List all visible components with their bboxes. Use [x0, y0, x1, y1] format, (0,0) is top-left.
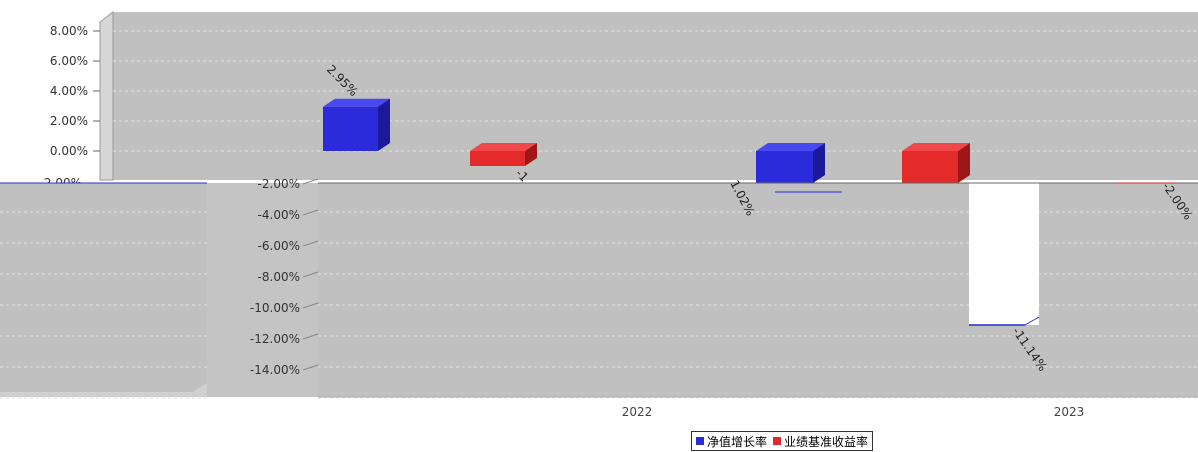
bar-series2-cat2 — [902, 151, 958, 183]
legend-swatch-series1 — [696, 437, 704, 445]
bar-series1-cat2 — [756, 151, 813, 183]
legend-swatch-series2 — [773, 437, 782, 445]
y-tick-label: 8.00% — [50, 24, 88, 38]
legend-label-series2: 业绩基准收益率 — [784, 434, 869, 449]
category-labels: 2022 2023 — [622, 405, 1085, 419]
panel-axis-strip — [207, 183, 318, 397]
y-tick-label: -14.00% — [250, 363, 300, 377]
y-tick-label: 4.00% — [50, 84, 88, 98]
y-tick-label: -2.00% — [258, 177, 300, 191]
tick-mark — [302, 240, 319, 247]
plot-wall — [113, 12, 1198, 180]
panel-lower-main — [318, 183, 1198, 397]
plot-wall-left — [99, 10, 114, 181]
x-tick-label: 2022 — [622, 405, 653, 419]
bar-series2-cat1-top — [470, 143, 537, 151]
legend-item-series1: 净值增长率 — [696, 433, 767, 450]
bar-series2-cat2-top — [902, 143, 970, 151]
y-tick-label: 2.00% — [50, 114, 88, 128]
y-tick-label: 0.00% — [50, 144, 88, 158]
x-tick-label: 2023 — [1054, 405, 1085, 419]
panel-lower-left — [0, 183, 207, 397]
bar-series1-cat1-top — [323, 98, 390, 107]
bar-series1-cat1-side — [378, 98, 390, 151]
floor-left — [0, 383, 207, 397]
bar-series1-cat1 — [323, 106, 378, 151]
y-tick-label: -4.00% — [258, 208, 300, 222]
tick-mark — [302, 271, 319, 278]
y-axis-ticks-mid: -2.00% -4.00% -6.00% -8.00% -10.00% -12.00% -1… — [250, 177, 300, 377]
tick-mark — [302, 302, 319, 309]
tick-mark — [302, 178, 319, 185]
grid-mid — [0, 178, 1198, 399]
tick-mark — [302, 333, 319, 340]
y-tick-label: -8.00% — [258, 270, 300, 284]
bar-series1-cat2-side — [813, 143, 825, 183]
tick-mark — [302, 209, 319, 216]
grid-top — [93, 30, 1198, 152]
bar-series2-cat1 — [470, 151, 525, 166]
bar-series2-cat1-side — [525, 143, 537, 166]
tick-mark — [302, 364, 319, 371]
legend-item-series2: 业绩基准收益率 — [773, 433, 868, 450]
bar-series1-cat2-top — [756, 143, 825, 151]
line-series1-cat3-edge — [1024, 316, 1040, 326]
y-tick-label: 6.00% — [50, 54, 88, 68]
y-tick-label: -6.00% — [258, 239, 300, 253]
y-axis-ticks-top: 8.00%6.00%4.00%2.00%0.00%-2.00% — [40, 24, 88, 190]
bars — [0, 98, 1198, 326]
y-tick-label: -12.00% — [250, 332, 300, 346]
glitch-block-right — [969, 183, 1039, 325]
bar-series2-cat2-side — [958, 143, 970, 183]
legend-label-series1: 净值增长率 — [707, 434, 768, 449]
y-tick-label: -10.00% — [250, 301, 300, 315]
legend: 净值增长率 业绩基准收益率 — [691, 431, 874, 451]
